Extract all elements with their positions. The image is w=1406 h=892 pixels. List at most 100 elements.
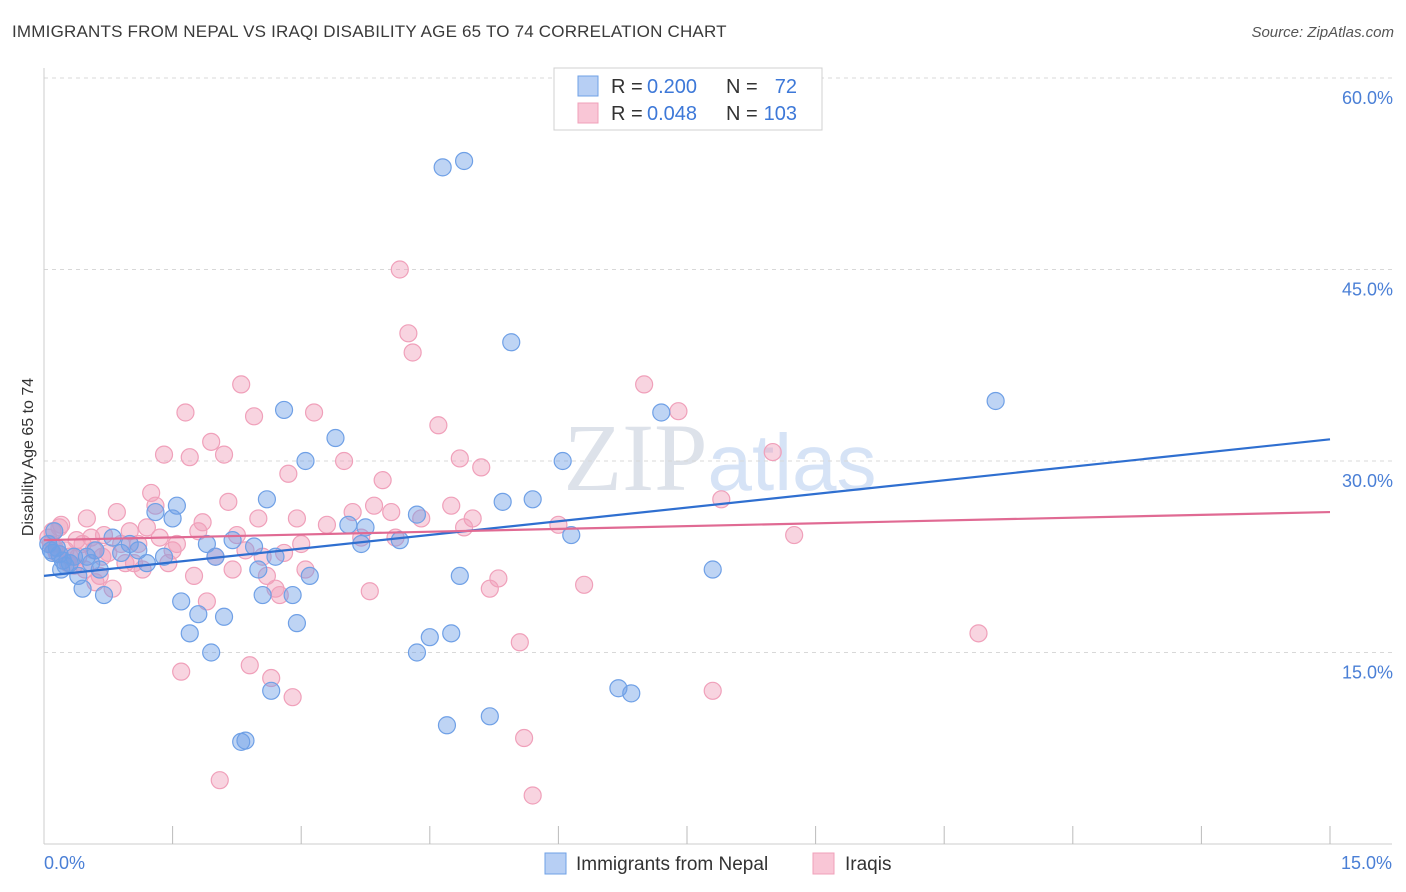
iraqis-point-34 bbox=[176, 403, 195, 422]
iraqis-point-73 bbox=[390, 260, 409, 279]
nepal-point-69 bbox=[45, 522, 64, 541]
iraqis-point-91 bbox=[669, 402, 688, 421]
nepal-point-66 bbox=[703, 560, 722, 579]
x-axis-ticks bbox=[172, 826, 1331, 844]
iraqis-point-58 bbox=[279, 464, 298, 483]
watermark-zip: ZIP bbox=[564, 404, 708, 511]
nepal-point-53 bbox=[442, 624, 461, 643]
iraqis-point-77 bbox=[429, 416, 448, 435]
legend-swatch-nepal bbox=[577, 75, 599, 97]
nepal-point-43 bbox=[300, 566, 319, 586]
nepal-point-18 bbox=[137, 554, 156, 573]
legend-n-value-nepal: 72 bbox=[775, 76, 797, 98]
nepal-point-49 bbox=[407, 505, 427, 524]
nepal-point-51 bbox=[420, 628, 439, 647]
iraqis-point-50 bbox=[244, 407, 264, 426]
legend-r-value-nepal: 0.200 bbox=[647, 76, 697, 98]
nepal-point-30 bbox=[223, 531, 242, 550]
iraqis-point-39 bbox=[197, 592, 216, 611]
series-legend: Immigrants from Nepal Iraqis bbox=[544, 852, 891, 875]
iraqis-point-63 bbox=[304, 403, 324, 422]
nepal-point-39 bbox=[274, 400, 294, 420]
nepal-point-59 bbox=[502, 333, 521, 352]
iraqis-point-60 bbox=[287, 509, 307, 528]
nepal-point-54 bbox=[450, 566, 469, 586]
iraqis-point-36 bbox=[184, 566, 204, 586]
y-axis-label: Disability Age 65 to 74 bbox=[20, 378, 37, 536]
iraqis-point-59 bbox=[283, 688, 302, 707]
x-tick-label-min: 0.0% bbox=[44, 853, 85, 873]
legend-r-value-iraqis: 0.048 bbox=[647, 103, 697, 125]
iraqis-point-70 bbox=[373, 471, 392, 490]
iraqis-point-51 bbox=[249, 509, 268, 528]
iraqis-point-86 bbox=[515, 728, 534, 748]
nepal-point-64 bbox=[622, 684, 641, 703]
nepal-point-40 bbox=[283, 585, 302, 605]
nepal-point-20 bbox=[154, 547, 174, 566]
iraqis-point-92 bbox=[703, 681, 722, 700]
bottom-legend-swatch-nepal bbox=[544, 852, 567, 875]
nepal-point-60 bbox=[523, 490, 542, 509]
nepal-point-8 bbox=[73, 579, 92, 598]
nepal-point-58 bbox=[493, 492, 512, 511]
stats-legend-box bbox=[553, 67, 823, 131]
iraqis-point-25 bbox=[137, 518, 156, 537]
watermark-atlas: atlas bbox=[708, 418, 877, 507]
nepal-trend-line bbox=[43, 438, 1331, 577]
iraqis-point-27 bbox=[146, 496, 165, 515]
iraqis-point-57 bbox=[274, 543, 294, 563]
y-tick-label-15: 15.0% bbox=[1342, 663, 1393, 683]
nepal-point-22 bbox=[167, 496, 186, 515]
nepal-point-42 bbox=[296, 451, 315, 471]
iraqis-point-35 bbox=[180, 448, 199, 467]
iraqis-point-43 bbox=[214, 445, 234, 464]
iraqis-point-69 bbox=[364, 496, 384, 515]
nepal-point-56 bbox=[454, 151, 474, 171]
iraqis-point-64 bbox=[317, 515, 337, 534]
nepal-point-19 bbox=[146, 502, 165, 522]
nepal-point-61 bbox=[553, 451, 572, 471]
iraqis-point-29 bbox=[154, 445, 174, 464]
iraqis-point-47 bbox=[232, 375, 251, 394]
nepal-point-62 bbox=[562, 525, 581, 545]
nepal-point-65 bbox=[652, 403, 671, 422]
iraqis-point-44 bbox=[219, 492, 238, 511]
iraqis-point-94 bbox=[763, 442, 782, 462]
iraqis-point-37 bbox=[189, 522, 208, 541]
nepal-point-29 bbox=[214, 607, 234, 626]
legend-n-label-nepal: N = bbox=[726, 76, 758, 98]
iraqis-point-18 bbox=[107, 502, 126, 522]
legend-swatch-iraqis bbox=[577, 102, 599, 124]
bottom-legend-swatch-iraqis bbox=[812, 852, 835, 875]
iraqis-point-85 bbox=[510, 633, 529, 652]
iraqis-point-81 bbox=[463, 509, 482, 528]
nepal-point-32 bbox=[236, 731, 255, 750]
iraqis-point-49 bbox=[240, 656, 259, 675]
iraqis-point-38 bbox=[193, 513, 212, 532]
nepal-point-36 bbox=[257, 490, 277, 509]
iraqis-point-78 bbox=[442, 496, 461, 515]
watermark: ZIPatlas bbox=[564, 404, 877, 511]
nepal-point-37 bbox=[262, 681, 281, 700]
nepal-point-17 bbox=[129, 541, 148, 560]
legend-r-label-iraqis: R = bbox=[611, 103, 643, 125]
iraqis-point-21 bbox=[120, 522, 139, 541]
iraqis-point-90 bbox=[635, 375, 654, 394]
iraqis-point-42 bbox=[210, 771, 229, 790]
y-tick-labels: 15.0% 30.0% 45.0% 60.0% bbox=[1342, 88, 1393, 683]
nepal-point-34 bbox=[249, 560, 268, 579]
nepal-point-11 bbox=[86, 541, 105, 560]
iraqis-point-40 bbox=[202, 432, 221, 451]
chart-source: Source: ZipAtlas.com bbox=[1251, 24, 1394, 41]
iraqis-point-96 bbox=[969, 624, 988, 643]
iraqis-point-74 bbox=[399, 324, 418, 343]
nepal-point-23 bbox=[172, 592, 191, 611]
nepal-point-25 bbox=[189, 605, 208, 624]
nepal-point-55 bbox=[433, 158, 452, 177]
nepal-point-26 bbox=[197, 534, 216, 554]
iraqis-point-65 bbox=[334, 451, 354, 471]
nepal-point-48 bbox=[390, 531, 409, 550]
nepal-point-68 bbox=[41, 541, 60, 560]
nepal-point-24 bbox=[180, 624, 199, 643]
